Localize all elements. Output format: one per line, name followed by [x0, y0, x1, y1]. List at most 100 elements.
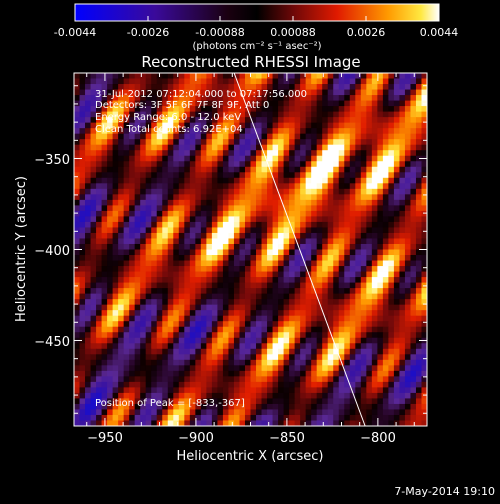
heatmap-cell [244, 293, 251, 300]
heatmap-cell [327, 409, 334, 416]
heatmap-cell [360, 260, 367, 267]
heatmap-cell [189, 188, 196, 195]
heatmap-cell [162, 299, 169, 306]
heatmap-cell [272, 321, 279, 328]
heatmap-cell [134, 194, 141, 201]
heatmap-cell [410, 117, 417, 124]
heatmap-cell [211, 260, 218, 267]
heatmap-cell [228, 106, 235, 113]
heatmap-cell [90, 348, 97, 355]
heatmap-cell [134, 172, 141, 179]
heatmap-cell [366, 288, 373, 295]
heatmap-cell [189, 409, 196, 416]
heatmap-cell [101, 282, 108, 289]
heatmap-cell [305, 122, 312, 129]
heatmap-cell [189, 199, 196, 206]
heatmap-cell [79, 128, 86, 135]
heatmap-cell [189, 310, 196, 317]
heatmap-cell [393, 232, 400, 239]
heatmap-cell [134, 354, 141, 361]
heatmap-cell [344, 282, 351, 289]
heatmap-cell [322, 161, 329, 168]
heatmap-cell [355, 89, 362, 96]
heatmap-cell [327, 420, 334, 426]
heatmap-cell [200, 205, 207, 212]
heatmap-cell [344, 139, 351, 146]
heatmap-cell [388, 326, 395, 333]
heatmap-cell [278, 321, 284, 328]
heatmap-cell [140, 111, 147, 118]
heatmap-cell [129, 420, 136, 426]
heatmap-cell [366, 210, 373, 217]
heatmap-cell [382, 144, 389, 151]
heatmap-cell [129, 271, 136, 278]
info-overlay: 31-Jul-2012 07:12:04.000 to 07:17:56.000… [95, 89, 307, 135]
heatmap-cell [195, 354, 202, 361]
heatmap-cell [344, 249, 351, 256]
heatmap-cell [233, 249, 240, 256]
heatmap-cell [206, 255, 213, 261]
heatmap-cell [349, 111, 356, 118]
heatmap-cell [206, 365, 213, 372]
heatmap-cell [393, 161, 400, 168]
heatmap-cell [129, 332, 136, 339]
heatmap-cell [278, 414, 284, 421]
heatmap-cell [377, 177, 384, 184]
heatmap-cell [145, 271, 152, 278]
heatmap-cell [178, 293, 185, 300]
heatmap-cell [300, 354, 307, 361]
heatmap-cell [239, 359, 246, 366]
heatmap-cell [344, 166, 351, 173]
heatmap-cell [178, 315, 185, 322]
heatmap-cell [129, 166, 136, 173]
heatmap-cell [371, 348, 378, 355]
heatmap-cell [355, 359, 362, 366]
heatmap-cell [344, 348, 351, 355]
heatmap-cell [278, 315, 284, 322]
heatmap-cell [79, 139, 86, 146]
heatmap-cell [244, 111, 251, 118]
heatmap-cell [107, 293, 114, 300]
heatmap-cell [316, 354, 323, 361]
heatmap-cell [300, 221, 307, 228]
heatmap-cell [200, 337, 207, 344]
heatmap-cell [366, 337, 373, 344]
heatmap-cell [140, 194, 147, 201]
heatmap-cell [107, 205, 114, 212]
heatmap-cell [217, 128, 224, 135]
heatmap-cell [217, 387, 224, 394]
heatmap-cell [278, 89, 284, 96]
heatmap-cell [112, 172, 119, 179]
heatmap-cell [85, 293, 91, 300]
heatmap-cell [272, 210, 279, 217]
heatmap-cell [272, 106, 279, 113]
heatmap-cell [338, 106, 345, 113]
heatmap-cell [239, 188, 246, 195]
heatmap-cell [355, 199, 362, 206]
heatmap-cell [382, 232, 389, 239]
heatmap-cell [129, 304, 136, 311]
heatmap-cell [151, 122, 158, 129]
heatmap-cell [151, 392, 158, 399]
heatmap-cell [96, 266, 102, 272]
heatmap-cell [156, 216, 163, 223]
heatmap-cell [151, 266, 158, 272]
heatmap-cell [206, 216, 213, 223]
heatmap-cell [244, 172, 251, 179]
heatmap-cell [393, 78, 400, 85]
heatmap-cell [261, 304, 268, 311]
heatmap-cell [96, 73, 102, 79]
heatmap-cell [399, 166, 406, 173]
heatmap-cell [167, 73, 174, 79]
heatmap-cell [300, 194, 307, 201]
heatmap-cell [261, 255, 268, 261]
heatmap-cell [256, 89, 262, 96]
heatmap-cell [195, 376, 202, 383]
heatmap-cell [239, 249, 246, 256]
heatmap-cell [410, 249, 417, 256]
heatmap-cell [360, 293, 367, 300]
heatmap-cell [410, 409, 417, 416]
heatmap-cell [415, 398, 422, 405]
heatmap-cell [200, 321, 207, 328]
heatmap-cell [85, 282, 91, 289]
